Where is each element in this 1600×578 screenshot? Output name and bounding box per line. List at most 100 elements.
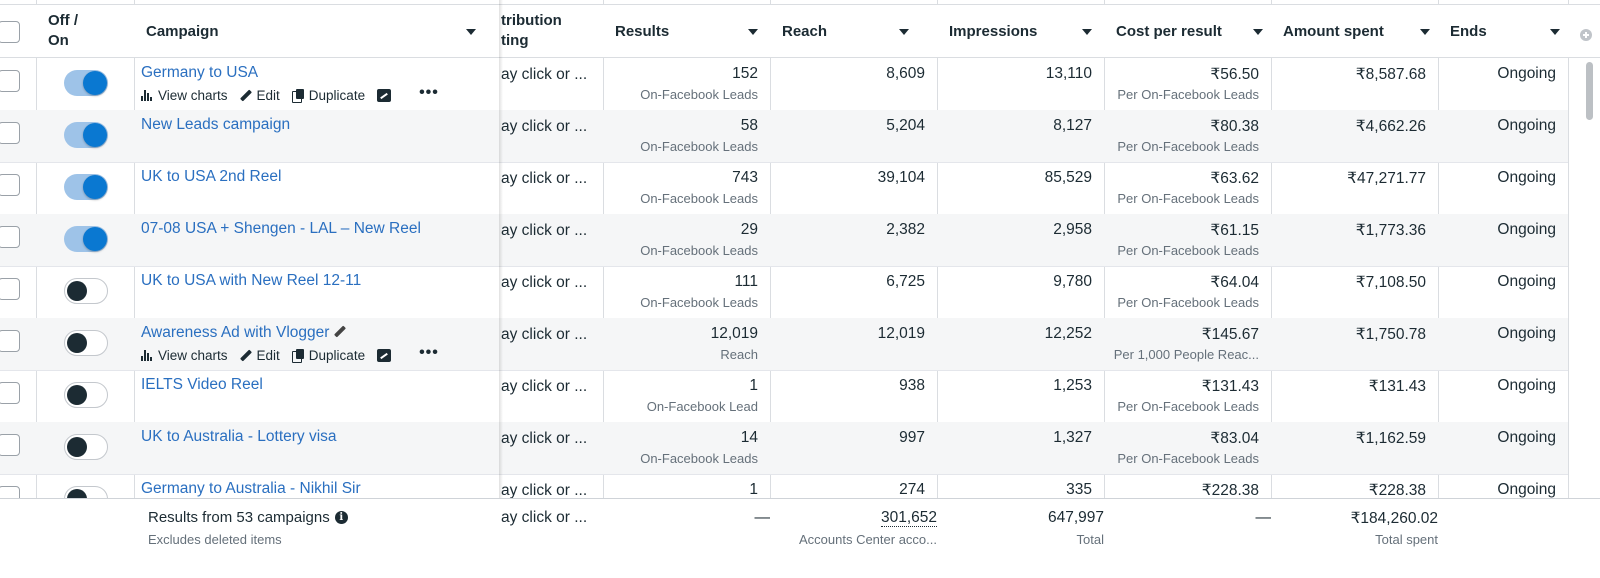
row-checkbox[interactable] xyxy=(0,434,20,456)
header-results[interactable]: Results xyxy=(603,5,770,57)
row-cpr-cell: ₹63.62 Per On-Facebook Leads xyxy=(1104,162,1271,214)
campaign-toggle[interactable] xyxy=(64,434,108,460)
info-icon[interactable]: i xyxy=(334,511,348,524)
results-value: 58 xyxy=(740,117,758,134)
campaign-name-link[interactable]: 07-08 USA + Shengen - LAL – New Reel xyxy=(141,220,421,238)
row-reach-cell: 39,104 xyxy=(770,162,937,214)
results-value: 29 xyxy=(740,221,758,238)
sort-arrow-icon[interactable] xyxy=(1082,29,1092,35)
campaign-name-link[interactable]: UK to Australia - Lottery visa xyxy=(141,428,337,446)
table-row[interactable]: Awareness Ad with Vlogger View charts Ed… xyxy=(0,318,1568,371)
duplicate-button[interactable]: Duplicate xyxy=(291,348,365,363)
table-row[interactable]: Germany to USA View charts Edit Duplicat… xyxy=(0,58,1568,111)
add-column-icon[interactable] xyxy=(1580,29,1592,41)
header-impressions[interactable]: Impressions xyxy=(937,5,1104,57)
header-toggle[interactable]: Off / On xyxy=(36,5,134,57)
more-options-icon[interactable]: ••• xyxy=(419,343,439,361)
impressions-value: 85,529 xyxy=(1044,169,1092,186)
row-checkbox[interactable] xyxy=(0,174,20,196)
view-charts-button[interactable]: View charts xyxy=(141,88,228,103)
duplicate-button[interactable]: Duplicate xyxy=(291,88,365,103)
rename-pencil-icon[interactable] xyxy=(334,326,346,338)
header-campaign-label: Campaign xyxy=(146,22,219,40)
edit-button[interactable]: Edit xyxy=(240,88,280,103)
footer-reach-label: Accounts Center acco... xyxy=(798,532,937,547)
campaign-toggle[interactable] xyxy=(64,226,108,252)
vertical-scrollbar[interactable] xyxy=(1586,62,1593,120)
campaign-toggle[interactable] xyxy=(64,174,108,200)
more-options-icon[interactable]: ••• xyxy=(419,83,439,101)
footer-reach[interactable]: 301,652 xyxy=(880,509,937,527)
attribution-value: ay click or ... xyxy=(501,378,588,395)
header-campaign[interactable]: Campaign xyxy=(134,5,501,57)
header-attribution-label: tribution xyxy=(501,12,562,29)
header-amount-spent[interactable]: Amount spent xyxy=(1271,5,1438,57)
select-all-checkbox[interactable] xyxy=(0,21,20,43)
bar-chart-icon xyxy=(141,90,154,101)
row-checkbox[interactable] xyxy=(0,330,20,352)
trend-icon[interactable] xyxy=(377,349,392,362)
campaign-name-link[interactable]: UK to USA 2nd Reel xyxy=(141,168,281,186)
row-checkbox[interactable] xyxy=(0,226,20,248)
sort-arrow-icon[interactable] xyxy=(466,29,476,35)
view-charts-button[interactable]: View charts xyxy=(141,348,228,363)
sort-arrow-icon[interactable] xyxy=(748,29,758,35)
campaign-name-link[interactable]: IELTS Video Reel xyxy=(141,376,263,394)
table-row[interactable]: UK to USA 2nd Reel ay click or ... 743 O… xyxy=(0,162,1568,215)
header-ends[interactable]: Ends xyxy=(1438,5,1568,57)
table-row[interactable]: UK to USA with New Reel 12-11 ay click o… xyxy=(0,266,1568,319)
sort-arrow-icon[interactable] xyxy=(899,29,909,35)
header-cpr-label: Cost per result xyxy=(1116,22,1222,40)
row-impressions-cell: 13,110 xyxy=(937,58,1104,110)
campaign-name-link[interactable]: UK to USA with New Reel 12-11 xyxy=(141,272,361,290)
attribution-value: ay click or ... xyxy=(501,222,588,239)
row-attribution-cell: ay click or ... xyxy=(501,110,603,162)
table-row[interactable]: 07-08 USA + Shengen - LAL – New Reel ay … xyxy=(0,214,1568,267)
row-checkbox[interactable] xyxy=(0,70,20,92)
campaign-toggle[interactable] xyxy=(64,278,108,304)
frozen-column-shadow xyxy=(499,0,503,578)
table-row[interactable]: Germany to Australia - Nikhil Sir ay cli… xyxy=(0,474,1568,498)
campaign-name-link[interactable]: Germany to USA xyxy=(141,64,258,82)
column-divider xyxy=(1438,0,1439,578)
sort-arrow-icon[interactable] xyxy=(1550,29,1560,35)
edit-button[interactable]: Edit xyxy=(240,348,280,363)
campaign-toggle[interactable] xyxy=(64,382,108,408)
row-cpr-cell: ₹228.38 xyxy=(1104,474,1271,498)
table-row[interactable]: UK to Australia - Lottery visa ay click … xyxy=(0,422,1568,475)
sort-arrow-icon[interactable] xyxy=(1253,29,1263,35)
row-checkbox[interactable] xyxy=(0,382,20,404)
campaign-toggle[interactable] xyxy=(64,70,108,96)
sort-arrow-icon[interactable] xyxy=(1420,29,1430,35)
attribution-value: ay click or ... xyxy=(501,274,588,291)
header-cost-per-result[interactable]: Cost per result xyxy=(1104,5,1271,57)
campaign-toggle[interactable] xyxy=(64,486,108,498)
row-checkbox[interactable] xyxy=(0,278,20,300)
trend-icon[interactable] xyxy=(377,89,392,102)
results-value: 1 xyxy=(749,481,758,498)
campaign-name-link[interactable]: New Leads campaign xyxy=(141,116,290,134)
campaign-name-link[interactable]: Awareness Ad with Vlogger xyxy=(141,324,346,342)
result-type: On-Facebook Leads xyxy=(640,139,758,154)
row-spent-cell: ₹7,108.50 xyxy=(1271,266,1438,318)
row-ends-cell: Ongoing xyxy=(1438,474,1568,498)
row-toggle-cell xyxy=(36,110,134,162)
header-reach[interactable]: Reach xyxy=(770,5,937,57)
table-row[interactable]: New Leads campaign ay click or ... 58 On… xyxy=(0,110,1568,163)
campaign-name: New Leads campaign xyxy=(141,116,291,133)
row-impressions-cell: 1,327 xyxy=(937,422,1104,474)
cpr-value: ₹63.62 xyxy=(1210,170,1259,187)
row-toggle-cell xyxy=(36,422,134,474)
row-checkbox[interactable] xyxy=(0,486,20,498)
campaign-toggle[interactable] xyxy=(64,330,108,356)
toggle-knob xyxy=(67,333,87,353)
table-row[interactable]: IELTS Video Reel ay click or ... 1 On-Fa… xyxy=(0,370,1568,423)
reach-value: 5,204 xyxy=(886,117,925,134)
header-attribution[interactable]: tribution ting xyxy=(501,5,603,57)
column-divider xyxy=(770,0,771,578)
campaign-name-link[interactable]: Germany to Australia - Nikhil Sir xyxy=(141,480,361,498)
row-campaign-cell: IELTS Video Reel xyxy=(134,370,501,422)
row-checkbox[interactable] xyxy=(0,122,20,144)
campaign-toggle[interactable] xyxy=(64,122,108,148)
spent-value: ₹131.43 xyxy=(1368,378,1426,395)
